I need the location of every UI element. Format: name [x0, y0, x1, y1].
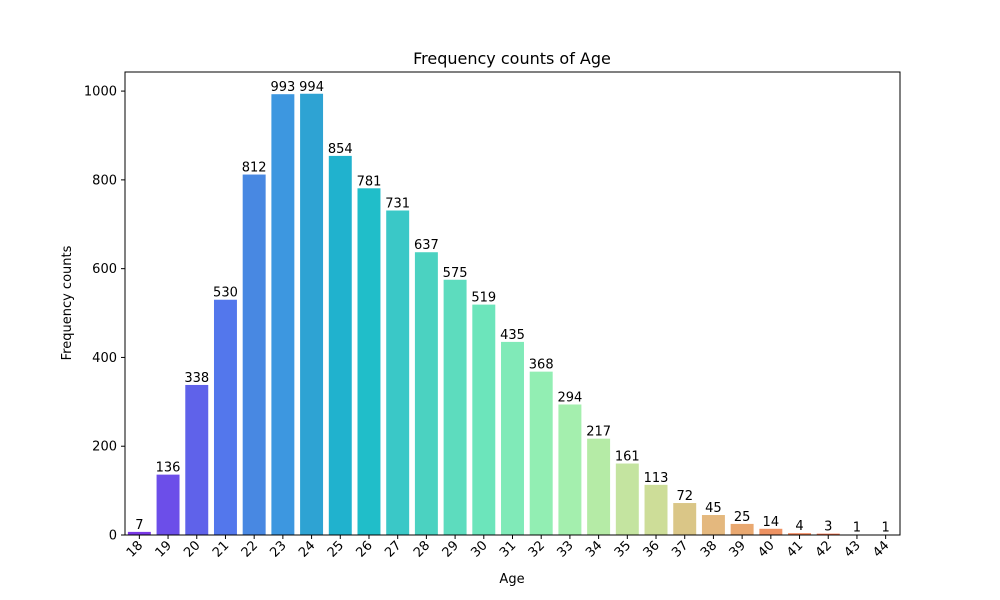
x-tick-label-44: 44	[870, 538, 892, 560]
value-label-age-40: 14	[763, 515, 780, 530]
bar-age-36	[644, 484, 668, 535]
x-tick-label-36: 36	[641, 538, 663, 560]
y-tick-label-400: 400	[92, 351, 117, 366]
bar-age-41	[788, 533, 812, 535]
bars-group	[127, 93, 898, 536]
x-axis: 18 19 20 21 22 23 24 25 26 27 28 29 30 31 32 33 34 35 36 37…	[124, 535, 892, 561]
plot-frame	[124, 71, 901, 536]
value-label-age-22: 812	[242, 161, 267, 176]
x-tick-label-26: 26	[354, 538, 376, 560]
bar-age-33	[558, 404, 582, 535]
value-label-age-38: 45	[705, 501, 722, 516]
bar-age-26	[357, 188, 381, 536]
value-label-age-30: 519	[471, 291, 496, 306]
value-label-age-28: 637	[414, 238, 439, 253]
x-tick-label-34: 34	[583, 538, 605, 560]
x-tick-label-22: 22	[239, 538, 261, 560]
x-tick-label-39: 39	[727, 538, 749, 560]
x-tick-label-37: 37	[669, 538, 691, 560]
bar-age-34	[587, 438, 611, 535]
bar-age-35	[615, 463, 639, 535]
value-label-age-41: 4	[795, 519, 803, 534]
x-tick-label-19: 19	[153, 538, 175, 560]
bar-age-29	[443, 279, 467, 535]
bar-age-40	[759, 528, 783, 535]
x-tick-label-23: 23	[267, 538, 289, 560]
value-label-age-42: 3	[824, 520, 832, 535]
value-label-age-32: 368	[529, 358, 554, 373]
value-label-age-24: 994	[299, 80, 324, 95]
x-tick-label-25: 25	[325, 538, 347, 560]
bar-age-24	[300, 93, 324, 535]
value-label-age-25: 854	[328, 142, 353, 157]
value-label-age-27: 731	[385, 197, 410, 212]
x-tick-label-43: 43	[841, 538, 863, 560]
bar-age-18	[127, 531, 151, 535]
x-tick-label-28: 28	[411, 538, 433, 560]
value-label-age-29: 575	[443, 266, 468, 281]
value-label-age-18: 7	[135, 518, 143, 533]
y-tick-label-800: 800	[92, 173, 117, 188]
x-tick-label-31: 31	[497, 538, 519, 560]
chart-title: Frequency counts of Age	[413, 49, 611, 68]
value-label-age-19: 136	[156, 461, 181, 476]
y-tick-label-0: 0	[109, 529, 117, 544]
x-tick-label-27: 27	[382, 538, 404, 560]
y-tick-label-200: 200	[92, 440, 117, 455]
x-tick-label-29: 29	[440, 538, 462, 560]
value-label-age-43: 1	[853, 521, 861, 536]
value-label-age-34: 217	[586, 425, 611, 440]
bar-age-38	[701, 515, 725, 535]
bar-age-19	[156, 474, 180, 535]
bar-age-28	[414, 252, 438, 535]
bar-age-32	[529, 371, 553, 535]
bar-age-22	[242, 174, 266, 535]
bar-age-23	[271, 94, 295, 535]
x-tick-label-40: 40	[755, 538, 777, 560]
y-axis: 0 200 400 600 800 1000	[84, 85, 125, 544]
bar-age-25	[328, 155, 352, 535]
x-tick-label-41: 41	[784, 538, 806, 560]
x-tick-label-33: 33	[554, 538, 576, 560]
x-tick-label-18: 18	[124, 538, 146, 560]
value-label-age-21: 530	[213, 286, 238, 301]
value-label-age-37: 72	[676, 489, 693, 504]
x-tick-label-21: 21	[210, 538, 232, 560]
y-tick-label-1000: 1000	[84, 85, 117, 100]
bar-age-27	[386, 210, 410, 535]
value-label-age-39: 25	[734, 510, 751, 525]
y-tick-label-600: 600	[92, 262, 117, 277]
value-label-age-31: 435	[500, 328, 525, 343]
value-label-age-33: 294	[557, 390, 582, 405]
x-tick-label-24: 24	[296, 538, 318, 560]
value-label-age-44: 1	[882, 521, 890, 536]
bar-age-37	[673, 503, 697, 535]
bar-age-39	[730, 523, 754, 535]
value-label-age-26: 781	[357, 174, 382, 189]
x-tick-label-20: 20	[181, 538, 203, 560]
y-axis-title: Frequency counts	[60, 245, 75, 360]
bar-age-30	[472, 304, 496, 535]
value-label-age-35: 161	[615, 450, 640, 465]
x-tick-label-30: 30	[468, 538, 490, 560]
value-label-age-20: 338	[184, 371, 209, 386]
x-tick-label-35: 35	[612, 538, 634, 560]
x-tick-label-38: 38	[698, 538, 720, 560]
x-axis-title: Age	[499, 572, 524, 587]
bar-age-31	[501, 341, 524, 535]
bar-age-21	[213, 299, 237, 535]
x-tick-label-42: 42	[813, 538, 835, 560]
bar-age-42	[816, 533, 840, 535]
value-label-age-23: 993	[270, 80, 295, 95]
value-label-age-36: 113	[644, 471, 669, 486]
bar-age-20	[185, 384, 209, 535]
x-tick-label-32: 32	[526, 538, 548, 560]
